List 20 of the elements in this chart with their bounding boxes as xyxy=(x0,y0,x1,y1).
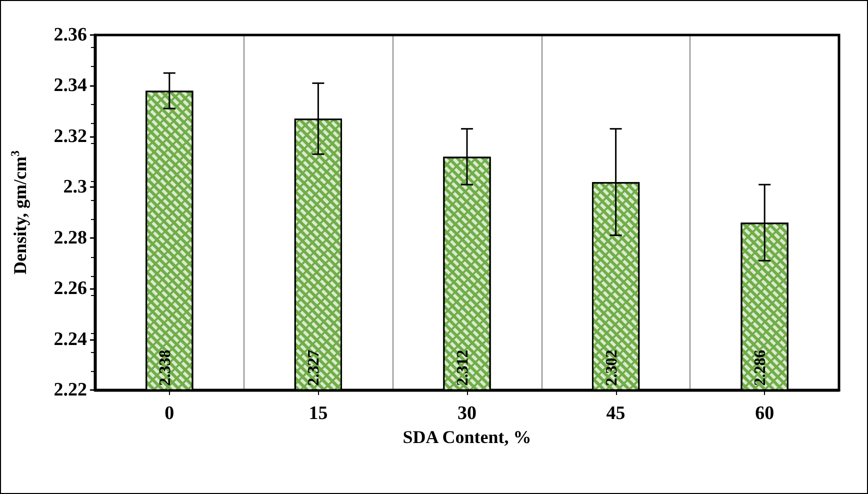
y-tick-label: 2.34 xyxy=(54,75,88,96)
x-tick-label: 30 xyxy=(458,403,476,424)
y-tick-label: 2.26 xyxy=(54,278,87,300)
y-tick-label: 2.22 xyxy=(54,380,87,400)
y-tick-label: 2.24 xyxy=(54,328,88,350)
y-tick-label: 2.3 xyxy=(63,176,87,198)
x-tick-label: 0 xyxy=(164,403,174,424)
y-tick-label: 2.32 xyxy=(54,126,87,147)
data-label: 2.312 xyxy=(454,350,472,386)
data-label: 2.338 xyxy=(156,350,174,386)
x-tick-label: 15 xyxy=(308,403,328,424)
y-tick-label: 2.36 xyxy=(54,24,87,46)
data-label: 2.302 xyxy=(603,350,620,386)
data-label: 2.286 xyxy=(752,350,770,386)
data-label: 2.327 xyxy=(306,350,323,386)
x-tick-label: 60 xyxy=(755,403,774,424)
y-axis-title: Density, gm/cm3 xyxy=(8,150,30,274)
y-tick-label: 2.28 xyxy=(54,227,87,248)
x-tick-label: 45 xyxy=(606,403,626,424)
x-axis-title: SDA Content, % xyxy=(402,427,532,447)
